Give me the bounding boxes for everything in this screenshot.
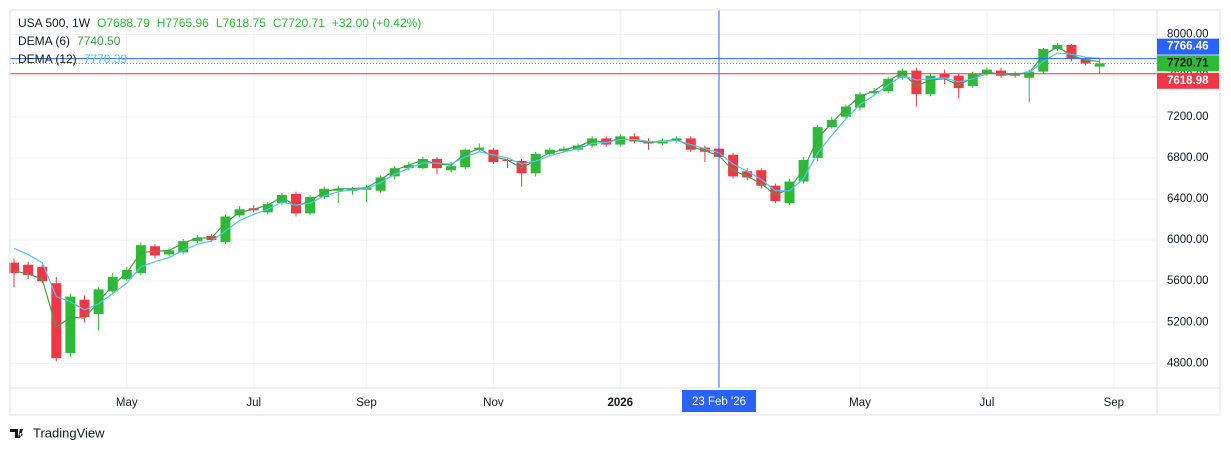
candle-body (728, 154, 739, 177)
candle-body (305, 196, 316, 214)
x-tick-label: Sep (1104, 397, 1124, 409)
symbol: USA 500, 1W (18, 16, 91, 30)
y-tick-label: 7200.00 (1167, 111, 1209, 123)
candle-body (135, 245, 146, 273)
price-label-box (1157, 72, 1219, 89)
candle-body (516, 160, 527, 174)
y-tick-label: 5600.00 (1167, 275, 1209, 287)
candle-body (601, 138, 612, 145)
candle-body (488, 149, 499, 163)
price-label: 7766.46 (1167, 41, 1209, 53)
candle-body (770, 185, 781, 202)
x-tick-label: Sep (356, 397, 376, 409)
candle-body (615, 136, 626, 145)
candle-body (742, 171, 753, 178)
crosshair-x-label: 23 Feb '26 (692, 396, 746, 408)
price-label: 7618.98 (1167, 75, 1209, 87)
candle-body (446, 166, 457, 171)
price-label: 7720.71 (1167, 57, 1209, 69)
legend-name: DEMA (6) (18, 34, 70, 48)
candle-body (587, 138, 598, 146)
candle-body (291, 193, 301, 214)
y-tick-label: 8000.00 (1167, 29, 1209, 41)
candle-body (51, 283, 62, 359)
y-tick-label: 5200.00 (1167, 316, 1209, 328)
legend-entry: DEMA (6) 7740.50 (18, 34, 121, 48)
candle-body (925, 75, 936, 95)
x-tick-label: Jul (980, 397, 995, 409)
legend-entry: DEMA (12) 7770.39 (18, 52, 127, 66)
candle-body (939, 73, 950, 78)
ohlc-high: H7765.96 (157, 16, 209, 30)
candle-body (121, 269, 132, 280)
brand: TradingView (33, 425, 105, 440)
candle-body (967, 73, 978, 87)
crosshair-x-label-box (682, 390, 756, 412)
candle-body (798, 159, 809, 182)
candle-body (319, 188, 330, 197)
candle-body (389, 168, 400, 177)
y-tick-label: 6400.00 (1167, 193, 1209, 205)
candle-body (1080, 59, 1091, 64)
dema-line (13, 46, 1100, 329)
candle-body (65, 296, 76, 354)
logo-icon (10, 429, 23, 438)
candle-body (262, 204, 273, 213)
candle-body (79, 299, 90, 318)
ohlc-change: +32.00 (+0.42%) (332, 16, 421, 30)
candle-body (1094, 63, 1105, 67)
candle-body (840, 106, 851, 117)
candle-body (178, 241, 189, 253)
candle-body (869, 91, 880, 94)
candle-body (220, 216, 231, 243)
candle-body (375, 177, 386, 191)
legend-name: DEMA (12) (18, 52, 77, 66)
candle-body (1024, 71, 1035, 78)
x-tick-label: May (849, 397, 871, 409)
candle-body (107, 277, 118, 292)
candle-body (544, 149, 555, 154)
y-tick-label: 6000.00 (1167, 234, 1209, 246)
dema-line (13, 52, 1100, 311)
candle-body (784, 181, 795, 204)
y-tick-label: 4800.00 (1167, 357, 1209, 369)
candle-body (37, 266, 48, 282)
candle-body (192, 238, 203, 242)
x-tick-label: May (116, 397, 138, 409)
y-tick-label: 6800.00 (1167, 152, 1209, 164)
candle-body (1038, 49, 1049, 72)
candle-body (699, 147, 710, 152)
legend-value: 7770.39 (84, 52, 128, 66)
ohlc-close: C7720.71 (273, 16, 325, 30)
candle-body (164, 250, 175, 255)
ohlc-low: L7618.75 (216, 16, 266, 30)
candle-body (460, 149, 471, 168)
ohlc-open: O7688.79 (97, 16, 150, 30)
candle-body (333, 188, 344, 191)
x-tick-label: Nov (483, 397, 504, 409)
candle-body (23, 264, 34, 276)
candle-body (911, 70, 922, 95)
candle-body (9, 262, 19, 273)
candle-body (1066, 44, 1077, 59)
logo: TradingView (10, 425, 105, 440)
candle-body (403, 165, 414, 169)
legend-value: 7740.50 (77, 34, 121, 48)
x-tick-label: Jul (246, 397, 261, 409)
price-label-box (1157, 38, 1219, 55)
candle-body (756, 170, 767, 186)
candle-body (530, 153, 541, 174)
candle-body (573, 145, 583, 150)
symbol-header: USA 500, 1W O7688.79 H7765.96 L7618.75 C7720… (18, 16, 421, 30)
x-tick-label: 2026 (608, 397, 634, 409)
candle-body (276, 194, 287, 204)
candle-body (855, 94, 865, 108)
price-label-box (1157, 55, 1219, 72)
candle-body (812, 127, 823, 158)
